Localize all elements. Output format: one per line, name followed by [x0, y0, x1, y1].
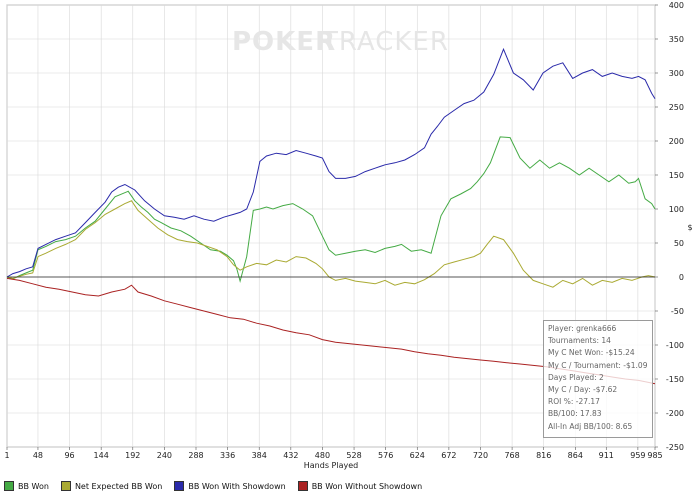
x-tick-label: 384 — [252, 451, 267, 460]
x-tick-label: 528 — [346, 451, 361, 460]
stat-tournaments: Tournaments: 14 — [548, 336, 611, 346]
y-tick-label: 0 — [679, 273, 684, 282]
legend-label-without-showdown: BB Won Without Showdown — [311, 481, 423, 491]
y-tick-label: 100 — [669, 205, 684, 214]
x-tick-label: 720 — [473, 451, 488, 460]
legend-swatch-net-expected — [60, 481, 71, 491]
y-tick-label: -50 — [671, 307, 684, 316]
legend-label-bb-won: BB Won — [18, 481, 49, 491]
series-line-bb-won — [6, 136, 656, 284]
x-axis-label: Hands Played — [304, 461, 358, 470]
x-tick-label: 864 — [568, 451, 583, 460]
legend-item-net-expected: Net Expected BB Won — [60, 481, 163, 491]
y-tick-label: 150 — [669, 171, 684, 180]
stat-days-played: Days Played: 2 — [548, 372, 604, 382]
legend-item-without-showdown: BB Won Without Showdown — [297, 481, 423, 491]
series-line-net-expected-bb-won — [6, 200, 656, 288]
watermark-tracker: TRACKER — [321, 27, 449, 57]
legend-label-net-expected: Net Expected BB Won — [74, 481, 163, 491]
legend: BB Won Net Expected BB Won BB Won With S… — [4, 476, 696, 496]
x-tick-label: 768 — [504, 451, 519, 460]
y-tick-label: -150 — [666, 375, 684, 384]
grid — [6, 4, 656, 448]
x-tick-label: 624 — [410, 451, 425, 460]
x-tick-label: 144 — [94, 451, 109, 460]
stat-per-tournament: My C / Tournament: -$1.09 — [548, 360, 648, 370]
x-tick-label: 1 — [4, 451, 9, 460]
y-tick-label: -100 — [666, 341, 684, 350]
y-tick-label: 400 — [669, 1, 684, 10]
y-tick-label: -250 — [666, 443, 684, 452]
y-tick-label: 50 — [674, 239, 684, 248]
legend-swatch-with-showdown — [174, 481, 185, 491]
y-tick-label: -200 — [666, 409, 684, 418]
series-group — [6, 47, 656, 385]
stat-allin-bb100: All-In Adj BB/100: 8.65 — [548, 421, 633, 431]
legend-label-with-showdown: BB Won With Showdown — [188, 481, 286, 491]
x-tick-labels: 1 48 96 144 192 240 288 336 384 432 480 528 576 624 67… — [4, 447, 663, 460]
y-axis-label: $ — [687, 223, 692, 232]
x-tick-label: 959 — [630, 451, 645, 460]
y-tick-label: 200 — [669, 137, 684, 146]
stat-roi: ROI %: -27.17 — [548, 397, 600, 407]
x-tick-label: 911 — [599, 451, 614, 460]
legend-item-bb-won: BB Won — [4, 481, 49, 491]
x-tick-label: 48 — [33, 451, 43, 460]
stat-per-day: My C / Day: -$7.62 — [548, 385, 618, 395]
x-tick-label: 336 — [220, 451, 235, 460]
x-tick-label: 985 — [647, 451, 662, 460]
x-tick-label: 672 — [441, 451, 456, 460]
series-line-bb-won-with-showdown — [6, 47, 656, 278]
x-tick-label: 240 — [157, 451, 172, 460]
stat-bb100: BB/100: 17.83 — [548, 409, 602, 419]
y-tick-label: 350 — [669, 35, 684, 44]
stats-box: Player: grenka666 Tournaments: 14 My C N… — [543, 320, 653, 438]
x-tick-label: 192 — [125, 451, 140, 460]
legend-item-with-showdown: BB Won With Showdown — [174, 481, 286, 491]
y-tick-label: 250 — [669, 103, 684, 112]
stat-player: Player: grenka666 — [548, 324, 617, 333]
x-tick-label: 432 — [283, 451, 298, 460]
stat-net-won: My C Net Won: -$15.24 — [548, 348, 635, 358]
x-tick-label: 480 — [315, 451, 330, 460]
y-tick-labels: -250 -200 -150 -100 -50 0 50 100 150 200 250 300 350… — [655, 1, 684, 452]
x-tick-label: 96 — [64, 451, 74, 460]
y-tick-label: 300 — [669, 69, 684, 78]
legend-swatch-without-showdown — [297, 481, 308, 491]
x-tick-label: 288 — [188, 451, 203, 460]
x-tick-label: 576 — [378, 451, 393, 460]
watermark-poker: POKER — [232, 27, 336, 57]
x-tick-label: 816 — [536, 451, 551, 460]
legend-swatch-bb-won — [4, 481, 14, 491]
